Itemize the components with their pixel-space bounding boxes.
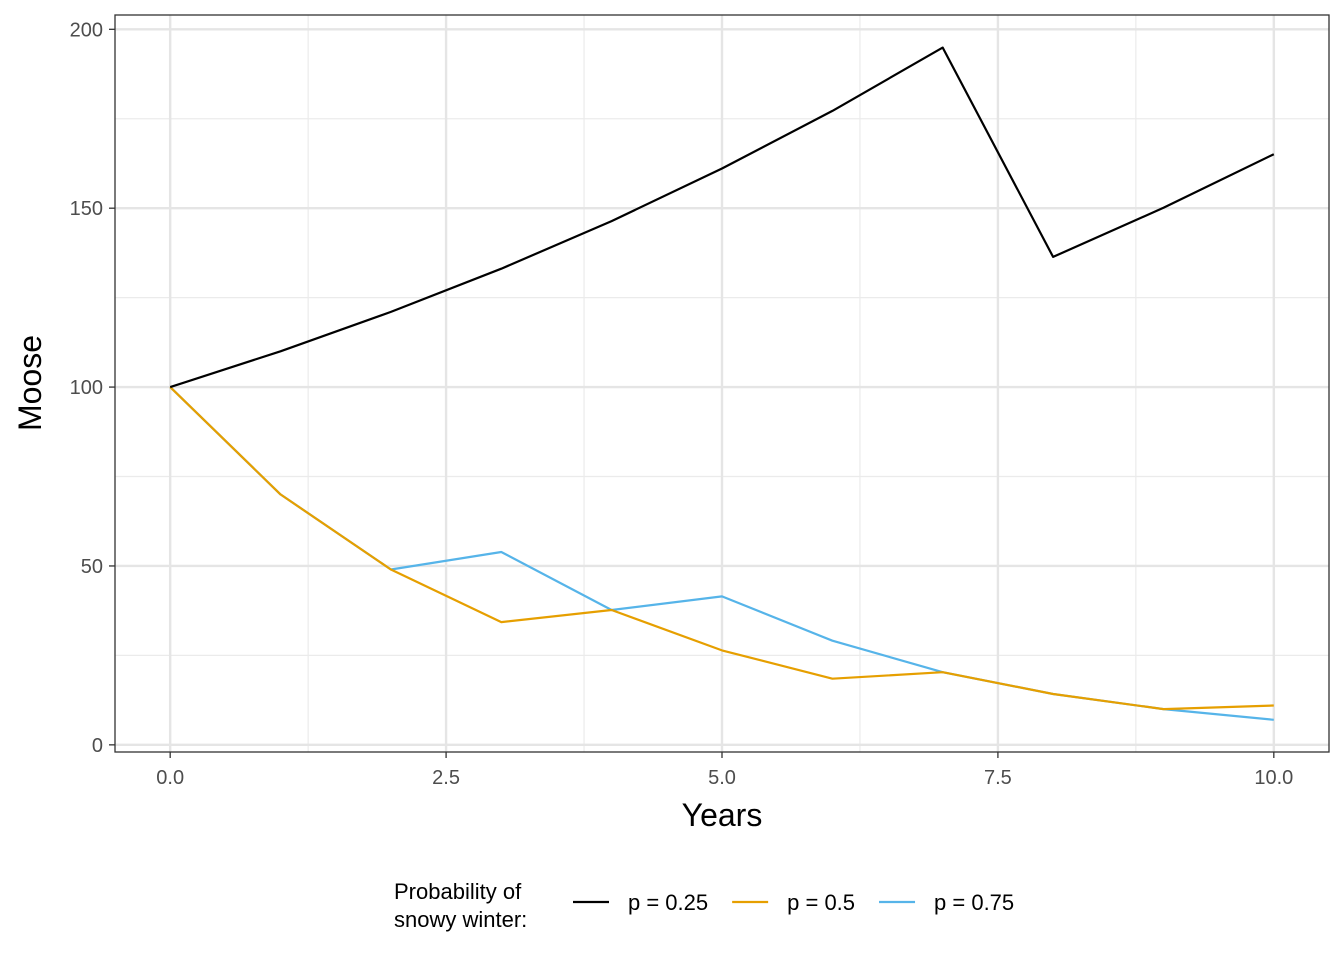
x-tick-label: 10.0: [1254, 767, 1293, 789]
x-axis: 0.0 2.5 5.0 7.5 10.0: [156, 752, 1293, 789]
y-tick-label: 150: [70, 198, 103, 220]
legend-title: Probability of snowy winter:: [394, 879, 527, 932]
y-tick-label: 0: [92, 735, 103, 757]
y-tick-label: 100: [70, 377, 103, 399]
grid-major: [115, 15, 1329, 752]
legend-label: p = 0.5: [787, 890, 855, 915]
x-tick-label: 2.5: [432, 767, 460, 789]
y-tick-label: 200: [70, 19, 103, 41]
y-axis-title: Moose: [12, 335, 48, 431]
series-line: [169, 386, 1274, 711]
x-tick-label: 0.0: [156, 767, 184, 789]
x-tick-label: 7.5: [984, 767, 1012, 789]
legend-label: p = 0.25: [628, 890, 708, 915]
legend-items: p = 0.25 p = 0.5 p = 0.75: [573, 890, 1014, 915]
legend-title-line-2: snowy winter:: [394, 907, 527, 932]
x-tick-label: 5.0: [708, 767, 736, 789]
legend-label: p = 0.75: [934, 890, 1014, 915]
x-axis-title: Years: [682, 797, 763, 833]
series-layer: [169, 46, 1275, 721]
legend-title-line-1: Probability of: [394, 879, 522, 904]
y-axis: 0 50 100 150 200: [70, 19, 115, 757]
y-tick-label: 50: [81, 556, 103, 578]
legend: Probability of snowy winter: p = 0.25 p =…: [394, 879, 1014, 932]
series-line: [169, 46, 1275, 389]
